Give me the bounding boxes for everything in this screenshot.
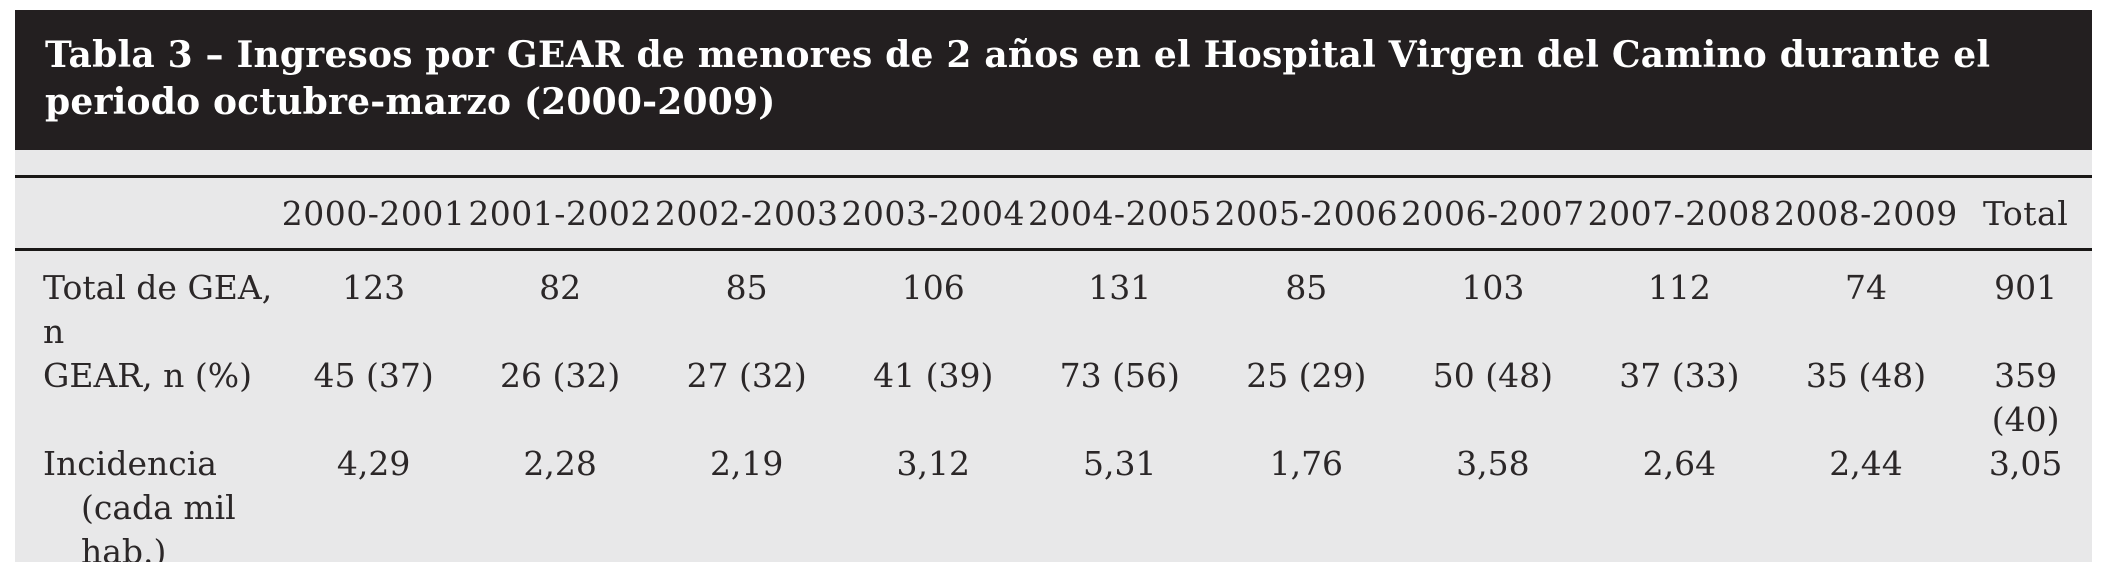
table-row: Total de GEA, n 123 82 85 106 131 85 103…	[15, 250, 2092, 355]
cell: 3,12	[896, 444, 970, 483]
table-row: Incidencia (cada mil hab.) 4,29 2,28 2,1…	[15, 442, 2092, 562]
cell: 901	[1994, 268, 2058, 307]
column-header: 2007-2008	[1587, 193, 1772, 233]
cell: 2,28	[523, 444, 597, 483]
cell: 27 (32)	[686, 356, 807, 395]
cell: 4,29	[336, 444, 411, 483]
cell: 103	[1461, 268, 1525, 307]
column-header: 2001-2002	[468, 193, 652, 233]
column-header: 2003-2004	[841, 193, 1026, 233]
table-row: GEAR, n (%) 45 (37) 26 (32) 27 (32) 41 (…	[15, 354, 2092, 442]
cell: 85	[725, 268, 768, 307]
column-header: Total	[1982, 193, 2069, 233]
column-header: 2004-2005	[1027, 193, 1212, 233]
cell: 1,76	[1269, 444, 1344, 483]
cell: 106	[901, 268, 965, 307]
column-header: 2002-2003	[654, 193, 839, 233]
corner-cell	[15, 177, 280, 250]
cell: 82	[539, 268, 582, 307]
row-label: GEAR, n (%)	[43, 356, 252, 395]
cell: 74	[1844, 268, 1887, 307]
cell: 73 (56)	[1059, 356, 1180, 395]
cell: 123	[342, 268, 406, 307]
column-header: 2008-2009	[1774, 193, 1958, 233]
row-label: Incidencia (cada mil hab.)	[15, 442, 280, 562]
cell: 25 (29)	[1246, 356, 1367, 395]
cell: 5,31	[1083, 444, 1157, 483]
cell: 112	[1647, 268, 1711, 307]
column-header: 2005-2006	[1214, 193, 1399, 233]
cell: 41 (39)	[873, 356, 994, 395]
cell: 37 (33)	[1619, 356, 1740, 395]
cell: 3,05	[1988, 444, 2063, 483]
table-title-band: Tabla 3 – Ingresos por GEAR de menores d…	[15, 10, 2092, 150]
row-label: Total de GEA, n	[43, 268, 273, 351]
table-header: 2000-2001 2001-2002 2002-2003 2003-2004 …	[15, 176, 2092, 250]
data-table: 2000-2001 2001-2002 2002-2003 2003-2004 …	[15, 175, 2092, 562]
table-figure: Tabla 3 – Ingresos por GEAR de menores d…	[15, 10, 2092, 562]
cell: 131	[1088, 268, 1152, 307]
cell: 2,44	[1829, 444, 1903, 483]
cell: 3,58	[1456, 444, 1530, 483]
cell: 35 (48)	[1805, 356, 1927, 395]
cell: 359 (40)	[1991, 356, 2060, 439]
cell: 50 (48)	[1432, 356, 1553, 395]
row-label-text: Incidencia (cada mil hab.)	[43, 444, 236, 562]
column-header: 2000-2001	[281, 193, 466, 233]
cell: 2,64	[1642, 444, 1717, 483]
column-header: 2006-2007	[1401, 193, 1585, 233]
cell: 85	[1285, 268, 1328, 307]
cell: 45 (37)	[313, 356, 434, 395]
cell: 26 (32)	[500, 356, 621, 395]
table-body: Total de GEA, n 123 82 85 106 131 85 103…	[15, 250, 2092, 562]
table-body-background: 2000-2001 2001-2002 2002-2003 2003-2004 …	[15, 150, 2092, 562]
cell: 2,19	[709, 444, 784, 483]
header-row: 2000-2001 2001-2002 2002-2003 2003-2004 …	[15, 176, 2092, 250]
table-title: Tabla 3 – Ingresos por GEAR de menores d…	[45, 34, 1991, 123]
